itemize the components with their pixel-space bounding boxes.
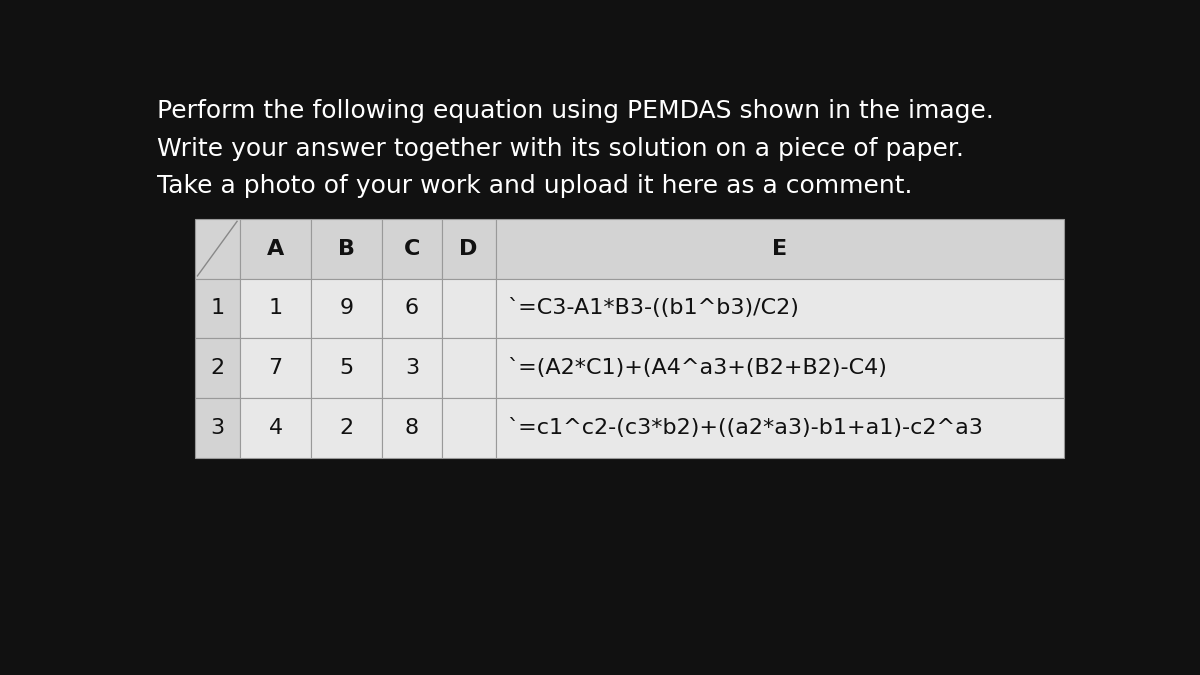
Bar [496,338,1064,398]
Text: 2: 2 [210,358,224,378]
Text: 2: 2 [340,418,354,438]
Bar [383,219,442,279]
Text: E: E [773,239,787,259]
Text: 3: 3 [404,358,419,378]
Text: 5: 5 [340,358,354,378]
Text: 7: 7 [269,358,282,378]
Text: Write your answer together with its solution on a piece of paper.: Write your answer together with its solu… [157,136,965,161]
Text: D: D [460,239,478,259]
Bar [194,279,240,338]
Text: B: B [338,239,355,259]
Text: `=(A2*C1)+(A4^a3+(B2+B2)-C4): `=(A2*C1)+(A4^a3+(B2+B2)-C4) [506,358,887,378]
Text: 3: 3 [210,418,224,438]
Text: 8: 8 [404,418,419,438]
Bar [240,219,311,279]
Bar [496,219,1064,279]
Bar [383,279,442,338]
Bar [311,219,383,279]
Bar [442,338,496,398]
Bar [311,398,383,458]
Bar [311,279,383,338]
Text: 4: 4 [269,418,282,438]
Bar [240,338,311,398]
Text: C: C [404,239,420,259]
Bar [240,279,311,338]
Bar [194,338,240,398]
Text: `=C3-A1*B3-((b1^b3)/C2): `=C3-A1*B3-((b1^b3)/C2) [506,298,798,319]
Text: A: A [266,239,284,259]
Text: Perform the following equation using PEMDAS shown in the image.: Perform the following equation using PEM… [157,99,995,124]
Text: `=c1^c2-(c3*b2)+((a2*a3)-b1+a1)-c2^a3: `=c1^c2-(c3*b2)+((a2*a3)-b1+a1)-c2^a3 [506,418,983,438]
Text: 9: 9 [340,298,354,319]
Bar [496,398,1064,458]
Text: 1: 1 [210,298,224,319]
Bar [383,398,442,458]
Bar [194,219,240,279]
Text: 1: 1 [269,298,282,319]
Bar [311,338,383,398]
Text: Take a photo of your work and upload it here as a comment.: Take a photo of your work and upload it … [157,174,913,198]
Bar [442,398,496,458]
Bar [194,398,240,458]
Bar [442,279,496,338]
Text: 6: 6 [404,298,419,319]
Bar [496,279,1064,338]
Bar [383,338,442,398]
Bar [240,398,311,458]
Bar [442,219,496,279]
